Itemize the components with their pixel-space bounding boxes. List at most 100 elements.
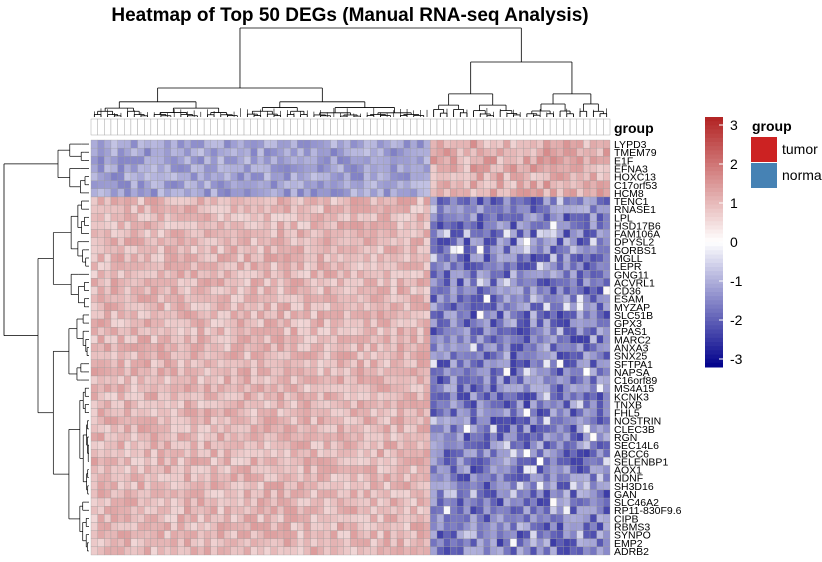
heatmap-cell <box>496 156 504 165</box>
heatmap-cell <box>603 180 611 189</box>
heatmap-cell <box>396 245 404 255</box>
heatmap-cell <box>569 302 577 312</box>
heatmap-cell <box>589 245 597 255</box>
heatmap-cell <box>376 278 384 287</box>
heatmap-cell <box>164 400 171 409</box>
heatmap-cell <box>596 221 604 230</box>
heatmap-cell <box>470 392 478 401</box>
heatmap-cell <box>237 172 245 181</box>
heatmap-cell <box>183 229 191 238</box>
annotation-cell <box>270 118 278 136</box>
heatmap-cell <box>576 481 584 491</box>
heatmap-cell <box>363 172 371 181</box>
heatmap-cell <box>569 253 577 263</box>
heatmap-cell <box>583 147 591 157</box>
heatmap-cell <box>90 359 98 368</box>
heatmap-cell <box>250 237 258 246</box>
heatmap-cell <box>530 302 537 312</box>
heatmap-cell <box>97 253 105 263</box>
heatmap-cell <box>297 408 305 417</box>
heatmap-cell <box>190 327 198 336</box>
heatmap-cell <box>183 497 191 507</box>
color-scale-step <box>705 262 723 268</box>
heatmap-cell <box>190 172 198 181</box>
heatmap-cell <box>137 400 145 409</box>
heatmap-cell <box>170 546 178 556</box>
heatmap-cell <box>250 229 258 238</box>
heatmap-cell <box>456 286 464 295</box>
heatmap-cell <box>363 546 371 556</box>
heatmap-cell <box>217 522 225 531</box>
heatmap-cell <box>536 196 544 206</box>
heatmap-cell <box>97 310 105 320</box>
heatmap-cell <box>223 416 231 425</box>
heatmap-cell <box>410 351 418 360</box>
heatmap-cell <box>569 457 577 466</box>
heatmap-cell <box>130 229 138 238</box>
heatmap-cell <box>243 229 251 238</box>
heatmap-cell <box>503 343 511 352</box>
heatmap-cell <box>317 465 325 474</box>
heatmap-cell <box>510 465 517 474</box>
heatmap-cell <box>423 156 431 165</box>
heatmap-cell <box>536 188 544 198</box>
heatmap-cell <box>124 164 132 173</box>
heatmap-cell <box>463 237 471 246</box>
heatmap-cell <box>563 351 571 360</box>
heatmap-cell <box>310 408 318 417</box>
heatmap-cell <box>456 424 464 434</box>
heatmap-cell <box>523 229 531 238</box>
heatmap-cell <box>443 253 451 263</box>
heatmap-cell <box>183 343 191 352</box>
heatmap-cell <box>283 375 291 385</box>
heatmap-cell <box>423 253 431 263</box>
heatmap-cell <box>416 375 424 385</box>
heatmap-cell <box>456 506 464 515</box>
heatmap-cell <box>523 424 531 434</box>
heatmap-cell <box>456 204 464 214</box>
heatmap-cell <box>496 147 504 157</box>
heatmap-cell <box>217 221 225 230</box>
heatmap-cell <box>263 286 271 295</box>
heatmap-cell <box>416 302 424 312</box>
heatmap-cell <box>297 172 305 181</box>
heatmap-cell <box>556 196 564 206</box>
heatmap-cell <box>130 294 138 303</box>
heatmap-cell <box>124 156 132 165</box>
heatmap-cell <box>343 343 351 352</box>
heatmap-cell <box>97 416 105 425</box>
heatmap-cell <box>569 204 577 214</box>
heatmap-cell <box>483 522 491 531</box>
heatmap-cell <box>363 465 371 474</box>
heatmap-cell <box>177 172 185 181</box>
heatmap-cell <box>496 465 504 474</box>
heatmap-cell <box>203 318 211 328</box>
heatmap-cell <box>423 530 431 539</box>
heatmap-cell <box>430 286 438 295</box>
heatmap-cell <box>110 449 118 458</box>
heatmap-cell <box>396 416 404 425</box>
heatmap-cell <box>430 253 438 263</box>
heatmap-cell <box>443 188 451 198</box>
heatmap-cell <box>343 465 351 474</box>
heatmap-cell <box>343 156 351 165</box>
heatmap-cell <box>330 497 338 507</box>
heatmap-cell <box>450 383 458 393</box>
heatmap-cell <box>124 261 132 271</box>
heatmap-cell <box>430 449 438 458</box>
heatmap-cell <box>516 546 524 556</box>
heatmap-cell <box>230 245 238 255</box>
heatmap-cell <box>523 530 531 539</box>
heatmap-cell <box>337 538 344 548</box>
heatmap-cell <box>310 139 318 149</box>
heatmap-cell <box>263 375 271 385</box>
heatmap-cell <box>137 229 145 238</box>
heatmap-cell <box>543 221 551 230</box>
heatmap-cell <box>530 514 537 523</box>
heatmap-cell <box>303 481 311 491</box>
heatmap-cell <box>90 164 98 173</box>
heatmap-cell <box>436 473 444 482</box>
heatmap-cell <box>416 481 424 491</box>
heatmap-cell <box>576 253 584 263</box>
heatmap-cell <box>170 245 178 255</box>
